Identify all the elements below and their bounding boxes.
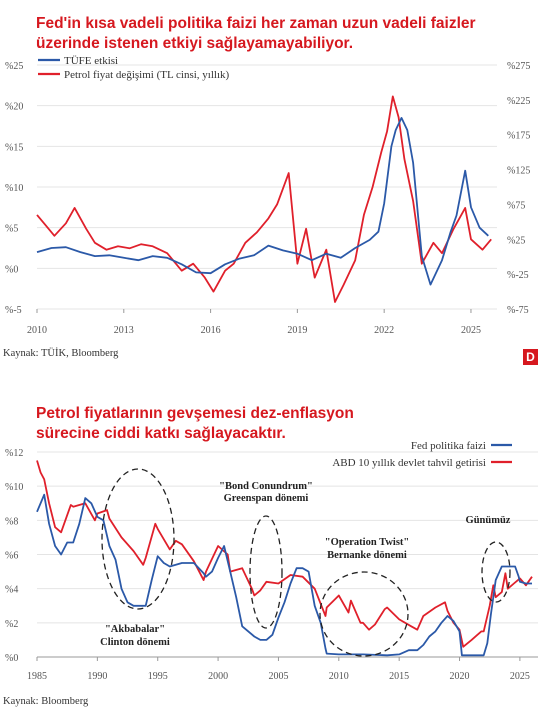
- annotation-present: Günümüz: [466, 515, 511, 526]
- chart1-y-tick-right: %-25: [507, 270, 529, 281]
- chart1-y-tick-right: %75: [507, 200, 525, 211]
- legend-label-cpi: TÜFE etkisi: [64, 55, 118, 67]
- chart2-x-tick: 2025: [510, 671, 530, 682]
- chart1-y-tick-right: %175: [507, 131, 530, 142]
- chart2-x-tick: 2010: [329, 671, 349, 682]
- chart2-x-tick: 1985: [27, 671, 47, 682]
- chart2-y-tick: %6: [5, 551, 18, 562]
- chart1-series-oil-line: [36, 95, 492, 303]
- ellipse-clinton: [101, 468, 175, 610]
- chart1-y-tick-left: %15: [5, 142, 23, 153]
- chart1-source: Kaynak: TÜİK, Bloomberg: [3, 348, 119, 359]
- chart2-series-treasury-line: [36, 460, 533, 648]
- chart1-x-tick: 2025: [461, 325, 481, 336]
- ellipse-greenspan: [249, 515, 283, 629]
- chart2-gridlines: [36, 451, 538, 661]
- chart2-annotations: "Akbabalar" Clinton dönemi "Bond Conundr…: [100, 468, 511, 657]
- annotation-greenspan-line1: "Bond Conundrum": [219, 481, 313, 492]
- annotation-bernanke-line1: "Operation Twist": [325, 537, 409, 548]
- annotation-bernanke-line2: Bernanke dönemi: [327, 550, 407, 561]
- annotation-greenspan-line2: Greenspan dönemi: [224, 493, 309, 504]
- chart1-x-tick: 2016: [201, 325, 221, 336]
- chart1-tick-labels: %-5 %0 %5 %10 %15 %20 %25 %-75 %-25 %25 %75 %125 %17…: [5, 61, 530, 336]
- chart2-series-fed-line: [36, 493, 532, 657]
- chart2-x-tick: 2005: [268, 671, 288, 682]
- chart1-series-lines: [36, 95, 492, 303]
- chart2-legend: Fed politika faizi ABD 10 yıllık devlet …: [332, 440, 512, 469]
- chart2-y-tick: %0: [5, 653, 18, 664]
- chart1-y-tick-right: %-75: [507, 305, 529, 316]
- chart1-svg: %-5 %0 %5 %10 %15 %20 %25 %-75 %-25 %25 %75 %125 %17…: [5, 55, 530, 336]
- legend-label-treasury: ABD 10 yıllık devlet tahvil getirisi: [332, 457, 486, 469]
- annotation-clinton-line1: "Akbabalar": [105, 624, 165, 635]
- ellipse-present: [481, 541, 511, 603]
- chart1-x-tick: 2019: [287, 325, 307, 336]
- chart1-x-tick: 2013: [114, 325, 134, 336]
- chart2-title: Petrol fiyatlarının gevşemesi dez-enflas…: [36, 405, 354, 442]
- chart1-y-tick-left: %0: [5, 264, 18, 275]
- chart2-y-tick: %12: [5, 448, 23, 459]
- chart2-x-tick: 2015: [389, 671, 409, 682]
- chart2-y-tick: %10: [5, 482, 23, 493]
- chart1-x-tick: 2022: [374, 325, 394, 336]
- chart1-y-tick-left: %25: [5, 61, 23, 72]
- chart2-tick-labels: %0 %2 %4 %6 %8 %10 %12 1985 1990 1995 2000 2005 2010…: [5, 448, 530, 682]
- chart1-y-tick-right: %225: [507, 96, 530, 107]
- chart2-x-tick: 2020: [450, 671, 470, 682]
- chart2-y-tick: %2: [5, 619, 18, 630]
- chart2-x-tick: 1995: [148, 671, 168, 682]
- chart1-y-tick-left: %-5: [5, 305, 22, 316]
- chart1-y-tick-left: %10: [5, 183, 23, 194]
- annotation-clinton-line2: Clinton dönemi: [100, 637, 170, 648]
- chart1-y-tick-right: %25: [507, 235, 525, 246]
- chart1-y-tick-right: %125: [507, 166, 530, 177]
- chart1-series-cpi-line: [36, 117, 489, 286]
- chart1-legend: TÜFE etkisi Petrol fiyat değişimi (TL ci…: [38, 55, 230, 81]
- chart1-title: Fed'in kısa vadeli politika faizi her za…: [36, 15, 476, 52]
- chart2-x-tick: 2000: [208, 671, 228, 682]
- chart1-y-tick-left: %5: [5, 224, 18, 235]
- legend-label-oil: Petrol fiyat değişimi (TL cinsi, yıllık): [64, 69, 230, 81]
- chart1-y-tick-left: %20: [5, 102, 23, 113]
- chart2-y-tick: %8: [5, 516, 18, 527]
- chart2-source: Kaynak: Bloomberg: [3, 696, 89, 707]
- legend-label-fed: Fed politika faizi: [411, 440, 486, 452]
- chart2-svg: %0 %2 %4 %6 %8 %10 %12 1985 1990 1995 2000 2005 2010…: [5, 440, 538, 682]
- d-logo-badge: D: [523, 349, 538, 365]
- chart1-gridlines: [36, 64, 497, 313]
- chart1-x-tick: 2010: [27, 325, 47, 336]
- ellipse-bernanke: [319, 571, 409, 657]
- chart2-y-tick: %4: [5, 585, 18, 596]
- chart1-y-tick-right: %275: [507, 61, 530, 72]
- chart2-x-tick: 1990: [87, 671, 107, 682]
- chart2-series-lines: [36, 460, 533, 657]
